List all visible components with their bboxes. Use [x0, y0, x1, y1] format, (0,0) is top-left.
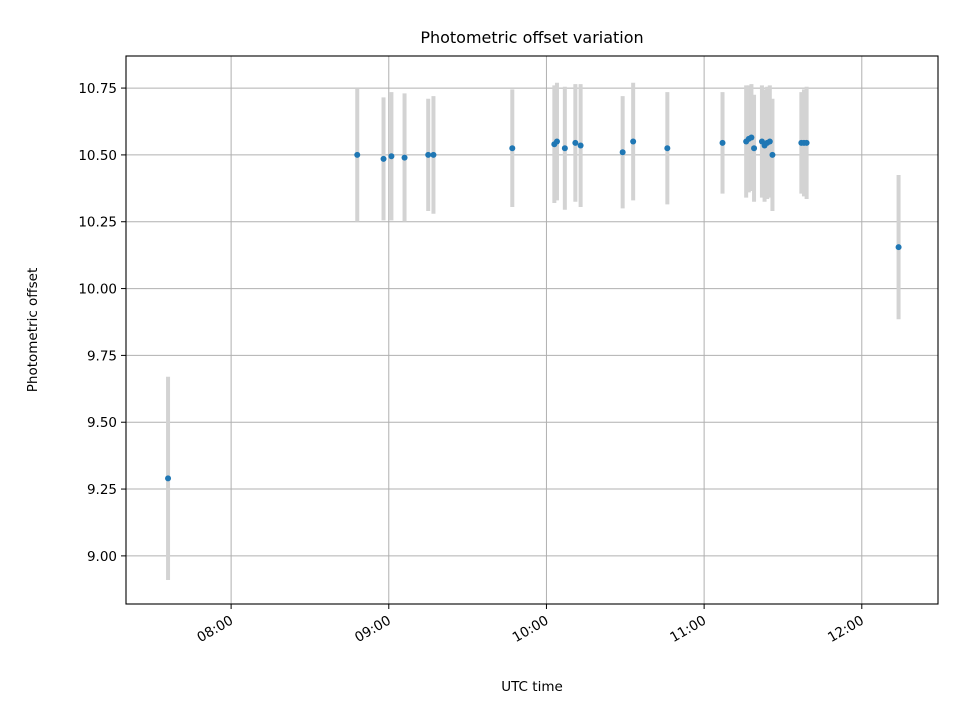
data-point — [430, 151, 437, 158]
data-point — [748, 134, 755, 141]
data-point — [803, 139, 810, 146]
y-tick-label: 10.00 — [78, 282, 117, 298]
plot-frame — [125, 55, 939, 605]
y-tick-label: 9.00 — [87, 549, 117, 565]
data-point — [388, 153, 395, 160]
y-tick-label: 9.75 — [87, 348, 117, 364]
data-point — [766, 138, 773, 145]
data-point — [751, 145, 758, 152]
data-point — [577, 142, 584, 149]
data-point — [719, 139, 726, 146]
data-point — [630, 138, 637, 145]
data-point — [425, 151, 432, 158]
y-tick-label: 10.75 — [78, 81, 117, 97]
y-tick-label: 10.50 — [78, 148, 117, 164]
y-axis-label: Photometric offset — [25, 268, 41, 392]
y-tick-label: 10.25 — [78, 215, 117, 231]
x-axis-label: UTC time — [501, 679, 563, 695]
data-point — [664, 145, 671, 152]
y-tick-label: 9.50 — [87, 415, 117, 431]
data-point — [401, 154, 408, 161]
data-point — [553, 138, 560, 145]
data-points — [165, 134, 902, 482]
data-point — [354, 151, 361, 158]
data-point — [165, 475, 172, 482]
data-point — [509, 145, 516, 152]
data-point — [572, 139, 579, 146]
data-point — [380, 155, 387, 162]
data-point — [619, 149, 626, 156]
data-point — [895, 244, 902, 251]
y-axis-ticks: 9.00 9.25 9.50 9.75 10.00 10.25 10.50 10.75 — [78, 81, 126, 565]
chart-title: Photometric offset variation — [420, 28, 643, 47]
data-point — [561, 145, 568, 152]
grid-lines — [126, 56, 938, 604]
y-tick-label: 9.25 — [87, 482, 117, 498]
data-point — [769, 151, 776, 158]
